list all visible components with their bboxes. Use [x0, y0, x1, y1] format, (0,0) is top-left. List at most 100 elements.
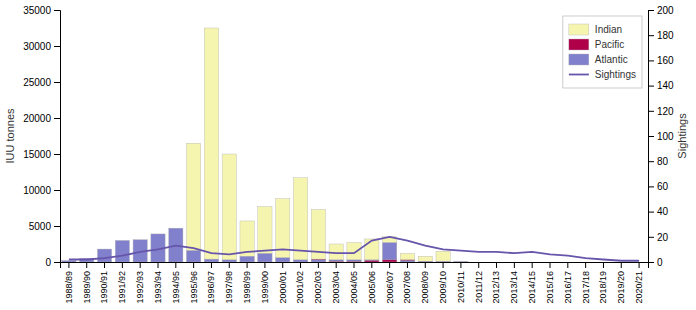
legend-item: Indian — [569, 24, 622, 35]
x-tick-label: 1996/97 — [206, 271, 216, 304]
bar — [347, 260, 361, 262]
bar — [596, 262, 610, 263]
bars — [62, 28, 468, 262]
y2-tick-label: 140 — [657, 80, 674, 91]
x-tick-mark — [443, 262, 444, 268]
bar — [258, 207, 272, 262]
bar — [472, 262, 486, 263]
x-tick-mark — [247, 262, 248, 268]
legend-item: Atlantic — [569, 54, 628, 65]
y2-tick-label: 60 — [657, 181, 669, 192]
x-tick: 1993/94 — [153, 262, 163, 304]
x-tick-mark — [300, 262, 301, 268]
x-tick-mark — [550, 262, 551, 268]
y-axis-line — [54, 11, 61, 263]
bar — [62, 261, 76, 262]
x-tick-mark — [282, 262, 283, 268]
bar — [204, 28, 218, 262]
x-tick-mark — [425, 262, 426, 268]
marks — [62, 28, 639, 262]
bar — [383, 237, 397, 262]
x-tick: 2007/08 — [402, 262, 412, 304]
bar — [276, 199, 290, 262]
x-tick: 2011/12 — [474, 262, 484, 303]
bar — [311, 260, 325, 262]
x-tick-label: 2010/11 — [456, 271, 466, 303]
y-tick-label: 25000 — [23, 77, 51, 88]
bar — [596, 262, 610, 263]
legend-swatch — [569, 24, 589, 35]
bar — [579, 262, 593, 263]
x-tick: 1996/97 — [206, 262, 216, 304]
x-tick-mark — [354, 262, 355, 268]
y2-tick-mark — [648, 60, 654, 61]
bar — [97, 262, 111, 263]
y2-tick-mark — [648, 86, 654, 87]
bar — [62, 262, 76, 263]
x-tick-mark — [175, 262, 176, 268]
x-tick-label: 2011/12 — [474, 271, 484, 303]
bar — [454, 262, 468, 263]
y2-tick: 200 — [648, 5, 674, 16]
bar — [543, 262, 557, 263]
plot-area: 1988/891989/901990/911991/921992/931993/… — [4, 5, 688, 304]
bar — [561, 262, 575, 263]
x-tick-label: 1995/96 — [189, 271, 199, 304]
legend-item: Pacific — [569, 39, 624, 50]
bar — [400, 261, 414, 262]
y2-tick: 100 — [648, 131, 674, 142]
y2-tick-label: 100 — [657, 131, 674, 142]
bar — [347, 261, 361, 262]
y2-tick-mark — [648, 10, 654, 11]
y-tick: 5000 — [29, 221, 60, 232]
bar — [436, 262, 450, 263]
x-tick: 2017/18 — [581, 262, 591, 304]
legend: IndianPacificAtlanticSightings — [563, 16, 642, 88]
x-tick-label: 2007/08 — [402, 271, 412, 304]
y2-tick: 80 — [648, 156, 669, 167]
x-tick-mark — [68, 262, 69, 268]
y-tick-mark — [54, 10, 60, 11]
bar — [311, 209, 325, 262]
x-tick: 1990/91 — [99, 262, 109, 304]
bar — [276, 258, 290, 262]
legend-swatch — [569, 74, 589, 76]
x-tick: 1989/90 — [82, 262, 92, 304]
x-tick: 2004/05 — [349, 262, 359, 304]
bar — [489, 262, 503, 263]
bar — [489, 262, 503, 263]
y2-tick-mark — [648, 212, 654, 213]
x-tick: 2001/02 — [295, 262, 305, 304]
y2-tick-mark — [648, 237, 654, 238]
bar — [579, 262, 593, 263]
y-tick: 35000 — [23, 5, 60, 16]
x-tick: 2014/15 — [527, 262, 537, 304]
bar — [80, 262, 94, 263]
x-tick-label: 2015/16 — [545, 271, 555, 304]
bar — [418, 261, 432, 262]
y2-tick: 60 — [648, 181, 669, 192]
x-tick-label: 1994/95 — [171, 271, 181, 304]
x-tick: 2003/04 — [331, 262, 341, 304]
x-tick-label: 2006/07 — [385, 271, 395, 304]
x-tick-label: 2020/21 — [634, 271, 644, 304]
bar — [400, 253, 414, 262]
bar — [258, 253, 272, 262]
bar — [151, 262, 165, 263]
x-tick-mark — [532, 262, 533, 268]
y2-tick-mark — [648, 136, 654, 137]
bar — [293, 260, 307, 262]
y2-tick: 120 — [648, 106, 674, 117]
x-tick-label: 2012/13 — [491, 271, 501, 304]
bar — [525, 262, 539, 263]
bar — [240, 262, 254, 263]
legend-swatch — [569, 54, 589, 65]
bar — [115, 240, 129, 262]
y2-tick: 140 — [648, 80, 674, 91]
y-axis-title: IUU tonnes — [4, 108, 16, 164]
y-tick: 10000 — [23, 185, 60, 196]
x-tick-label: 2002/03 — [313, 271, 323, 304]
x-tick: 1988/89 — [64, 262, 74, 304]
x-tick-mark — [567, 262, 568, 268]
x-tick-mark — [407, 262, 408, 268]
